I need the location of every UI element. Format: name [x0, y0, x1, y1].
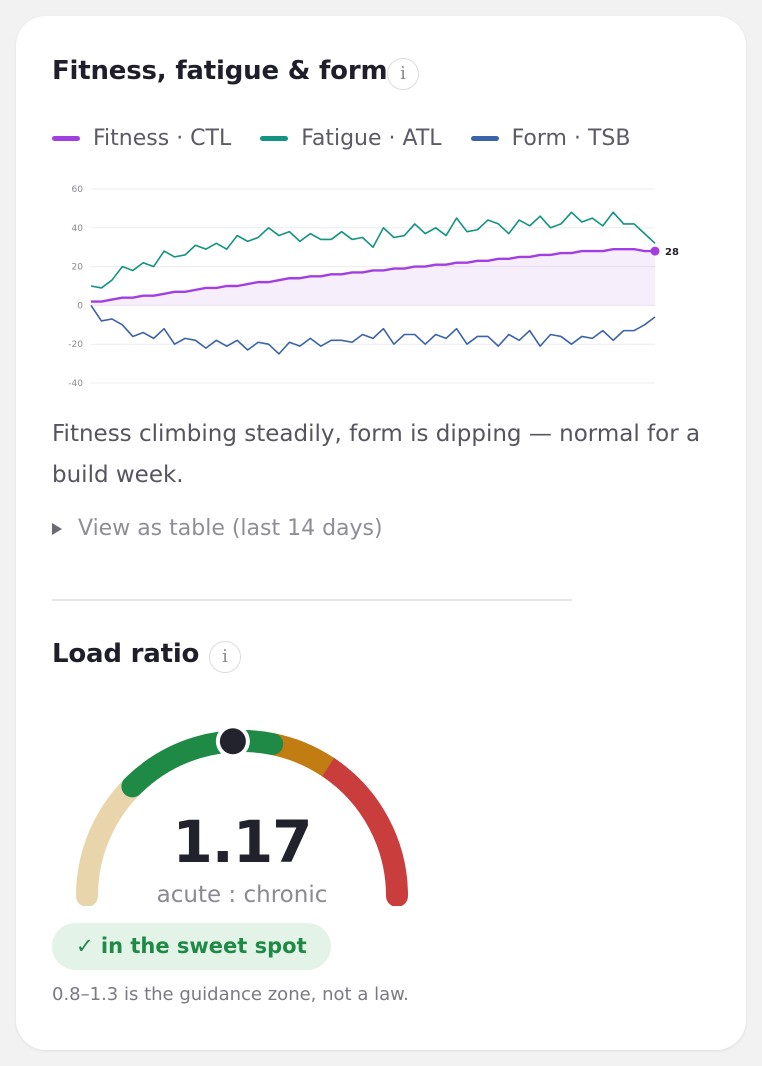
gauge-zone-sweet-spot: [121, 730, 284, 798]
gauge-zone-low: [76, 775, 144, 906]
series-line-fitness: [91, 247, 655, 303]
fitness-swatch-icon: [52, 136, 80, 141]
y-tick-label: 0: [77, 301, 83, 311]
legend-fatigue[interactable]: Fatigue · ATL: [260, 126, 442, 151]
view-as-table-label: View as table (last 14 days): [78, 516, 383, 541]
y-tick-label: -20: [68, 340, 83, 350]
legend-form-label: Form · TSB: [511, 126, 631, 151]
disclosure-triangle-icon: [52, 522, 62, 535]
y-tick-label: 20: [72, 263, 84, 273]
fitness-card: Fitness, fatigue & form i Fitness · CTL …: [16, 16, 746, 1050]
status-badge: ✓ in the sweet spot: [52, 923, 331, 970]
section-divider: [52, 599, 572, 601]
gauge-needle-dot: [219, 728, 246, 755]
y-tick-label: 40: [72, 224, 84, 234]
view-as-table-toggle[interactable]: View as table (last 14 days): [52, 516, 383, 541]
fitness-area: [91, 249, 655, 306]
fitness-end-label: 28: [665, 247, 679, 258]
legend-fitness-label: Fitness · CTL: [93, 126, 232, 151]
y-tick-label: 60: [72, 185, 84, 195]
form-swatch-icon: [470, 136, 499, 141]
fatigue-swatch-icon: [260, 136, 289, 141]
load-ratio-gauge: [76, 724, 408, 906]
load-ratio-info-icon[interactable]: i: [209, 641, 241, 673]
load-ratio-title: Load ratio: [52, 639, 200, 669]
load-ratio-value: 1.17: [172, 808, 312, 876]
gauge-zone-high: [317, 756, 408, 906]
series-line-form: [90, 304, 656, 355]
fitness-info-icon[interactable]: i: [387, 58, 419, 90]
chart-description: Fitness climbing steadily, form is dippi…: [52, 421, 701, 488]
y-tick-label: -40: [68, 379, 83, 388]
legend-form[interactable]: Form · TSB: [470, 126, 631, 151]
legend-fitness[interactable]: Fitness · CTL: [52, 126, 231, 151]
fitness-end-point: [650, 246, 660, 256]
chart-legend: Fitness · CTL Fatigue · ATL Form · TSB: [52, 126, 659, 151]
series-line-fatigue: [90, 211, 656, 289]
load-ratio-subtitle: acute : chronic: [156, 882, 328, 908]
guidance-note: 0.8–1.3 is the guidance zone, not a law.: [52, 984, 409, 1005]
fitness-title: Fitness, fatigue & form: [52, 56, 388, 86]
legend-fatigue-label: Fatigue · ATL: [301, 126, 442, 151]
